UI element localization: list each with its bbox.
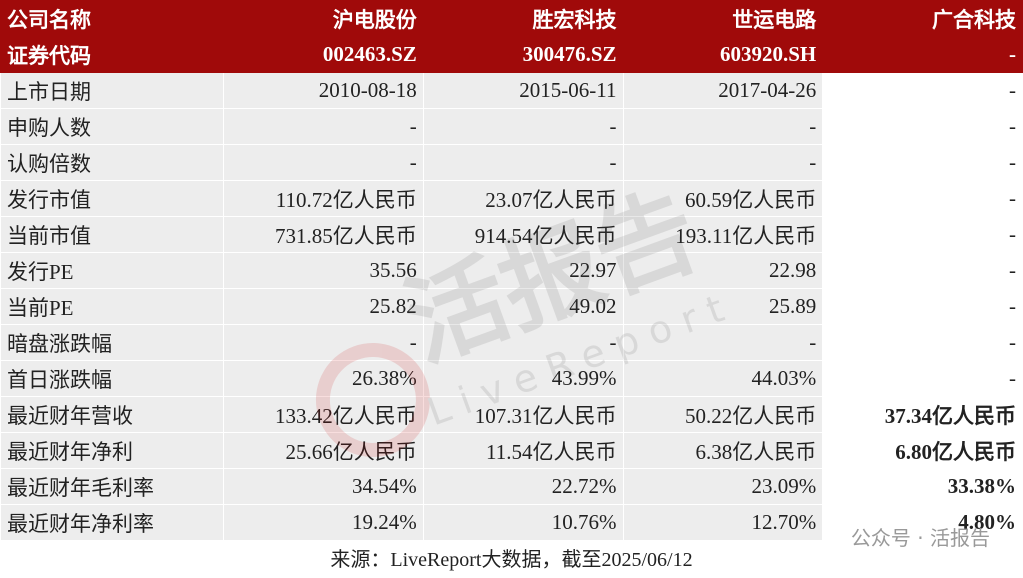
head-row: 公司名称 沪电股份 胜宏科技 世运电路 广合科技 (0, 0, 1023, 37)
ipo-table: 公司名称 沪电股份 胜宏科技 世运电路 广合科技 证券代码 002463.SZ 300476.… (0, 0, 1023, 541)
cell: - (822, 36, 1023, 73)
cell: - (622, 108, 824, 145)
cell: 731.85亿人民币 (223, 216, 424, 253)
row-label: 首日涨跌幅 (0, 360, 224, 397)
cell: 50.22亿人民币 (622, 396, 824, 433)
cell: - (822, 288, 1023, 325)
cell: 33.38% (822, 468, 1023, 505)
body-row: 发行市值 110.72亿人民币 23.07亿人民币 60.59亿人民币 - (0, 180, 1023, 217)
cell: 60.59亿人民币 (622, 180, 824, 217)
cell: 133.42亿人民币 (223, 396, 424, 433)
source-note: 来源：LiveReport大数据，截至2025/06/12 (330, 549, 693, 571)
cell: - (822, 180, 1023, 217)
body-row: 申购人数 - - - - (0, 108, 1023, 145)
cell: - (822, 216, 1023, 253)
row-label: 上市日期 (0, 72, 224, 109)
cell: - (822, 144, 1023, 181)
cell: 002463.SZ (223, 36, 424, 73)
head-row: 证券代码 002463.SZ 300476.SZ 603920.SH - (0, 36, 1023, 73)
cell: 23.07亿人民币 (422, 180, 624, 217)
body-row: 首日涨跌幅 26.38% 43.99% 44.03% - (0, 360, 1023, 397)
cell: 2017-04-26 (622, 72, 824, 109)
body-row: 发行PE 35.56 22.97 22.98- (0, 252, 1023, 289)
cell: 4.80% (822, 504, 1023, 541)
cell: 11.54亿人民币 (422, 432, 624, 469)
cell: - (822, 108, 1023, 145)
cell: - (223, 108, 424, 145)
row-label: 发行PE (0, 252, 224, 289)
cell: 43.99% (422, 360, 624, 397)
cell: 2015-06-11 (422, 72, 624, 109)
cell: 110.72亿人民币 (223, 180, 424, 217)
cell: 193.11亿人民币 (622, 216, 824, 253)
row-label: 认购倍数 (0, 144, 224, 181)
cell: 22.98 (622, 252, 824, 289)
cell: 25.89 (622, 288, 824, 325)
cell: 6.38亿人民币 (622, 432, 824, 469)
body-row: 当前PE 25.82 49.02 25.89- (0, 288, 1023, 325)
body-row: 最近财年净利 25.66亿人民币 11.54亿人民币 6.38亿人民币 6.80亿人民币 (0, 432, 1023, 469)
cell: 914.54亿人民币 (422, 216, 624, 253)
row-label: 申购人数 (0, 108, 224, 145)
body-row: 暗盘涨跌幅 - - - - (0, 324, 1023, 361)
cell: - (822, 360, 1023, 397)
row-label: 最近财年净利 (0, 432, 224, 469)
cell: 世运电路 (622, 0, 824, 37)
cell: - (622, 144, 824, 181)
cell: - (622, 324, 824, 361)
cell: 10.76% (422, 504, 624, 541)
cell: 22.72% (422, 468, 624, 505)
cell: - (223, 144, 424, 181)
cell: 22.97 (422, 252, 624, 289)
cell: 37.34亿人民币 (822, 396, 1023, 433)
row-label: 当前PE (0, 288, 224, 325)
cell: 25.66亿人民币 (223, 432, 424, 469)
cell: - (822, 324, 1023, 361)
body-row: 最近财年净利率 19.24% 10.76% 12.70% 4.80% (0, 504, 1023, 541)
cell: - (422, 144, 624, 181)
row-label: 最近财年营收 (0, 396, 224, 433)
cell: 6.80亿人民币 (822, 432, 1023, 469)
cell: 44.03% (622, 360, 824, 397)
cell: 603920.SH (622, 36, 824, 73)
body-row: 当前市值 731.85亿人民币 914.54亿人民币 193.11亿人民币 - (0, 216, 1023, 253)
cell: 广合科技 (822, 0, 1023, 37)
row-label: 暗盘涨跌幅 (0, 324, 224, 361)
row-label: 当前市值 (0, 216, 224, 253)
cell: 19.24% (223, 504, 424, 541)
cell: - (422, 108, 624, 145)
cell: 300476.SZ (422, 36, 624, 73)
cell: 25.82 (223, 288, 424, 325)
cell: - (422, 324, 624, 361)
cell: 12.70% (622, 504, 824, 541)
cell: 2010-08-18 (223, 72, 424, 109)
cell: - (223, 324, 424, 361)
cell: 49.02 (422, 288, 624, 325)
body-row: 上市日期 2010-08-18 2015-06-11 2017-04-26- (0, 72, 1023, 109)
body-row: 认购倍数 - - - - (0, 144, 1023, 181)
cell: 23.09% (622, 468, 824, 505)
row-label: 证券代码 (0, 36, 224, 73)
row-label: 最近财年净利率 (0, 504, 224, 541)
row-label: 最近财年毛利率 (0, 468, 224, 505)
row-label: 公司名称 (0, 0, 224, 37)
cell: 26.38% (223, 360, 424, 397)
body-row: 最近财年毛利率 34.54% 22.72% 23.09% 33.38% (0, 468, 1023, 505)
cell: 35.56 (223, 252, 424, 289)
cell: 胜宏科技 (422, 0, 624, 37)
cell: 34.54% (223, 468, 424, 505)
body-row: 最近财年营收 133.42亿人民币 107.31亿人民币 50.22亿人民币 37.34… (0, 396, 1023, 433)
cell: - (822, 72, 1023, 109)
cell: 107.31亿人民币 (422, 396, 624, 433)
row-label: 发行市值 (0, 180, 224, 217)
cell: 沪电股份 (223, 0, 424, 37)
cell: - (822, 252, 1023, 289)
